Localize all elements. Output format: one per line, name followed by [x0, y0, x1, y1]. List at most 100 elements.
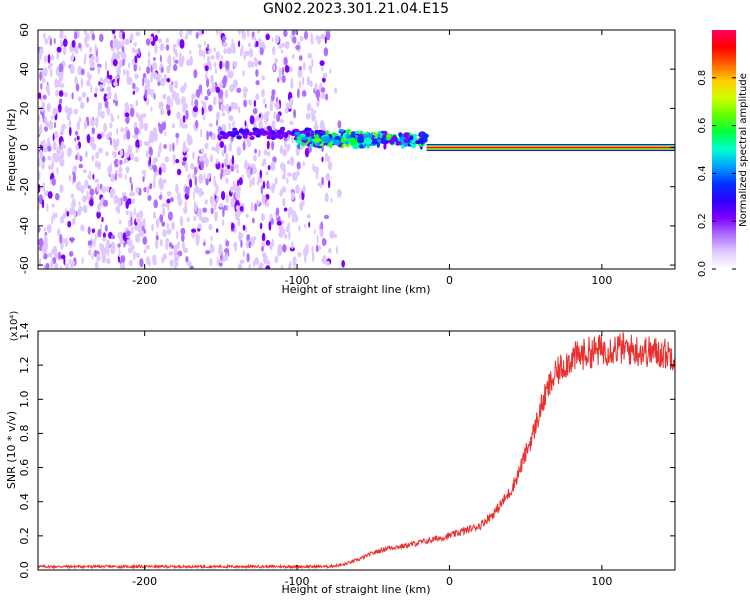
heatmap-cell	[288, 206, 293, 216]
heatmap-cell	[131, 58, 135, 66]
heatmap-cell	[181, 55, 185, 63]
heatmap-cell	[117, 40, 122, 49]
heatmap-cell	[131, 191, 136, 197]
heatmap-cell	[150, 106, 153, 112]
heatmap-cell	[244, 50, 250, 57]
heatmap-cell	[236, 146, 242, 156]
heatmap-cell	[135, 147, 139, 153]
heatmap-cell	[58, 98, 63, 104]
heatmap-cell	[162, 253, 167, 260]
heatmap-cell	[327, 160, 333, 171]
heatmap-cell	[306, 103, 312, 112]
heatmap-cell	[258, 113, 262, 118]
heatmap-cell	[322, 77, 326, 83]
heatmap-cell	[278, 135, 284, 140]
heatmap-cell	[67, 147, 71, 158]
heatmap-cell	[42, 111, 45, 120]
heatmap-cell	[296, 144, 301, 149]
heatmap-cell	[161, 121, 167, 131]
heatmap-cell	[110, 246, 116, 255]
heatmap-cell	[58, 90, 64, 97]
heatmap-cell	[133, 64, 138, 69]
heatmap-cell	[175, 230, 179, 240]
heatmap-cell	[312, 163, 315, 171]
heatmap-cell	[122, 232, 127, 242]
heatmap-cell	[247, 42, 252, 48]
heatmap-cell	[201, 106, 204, 116]
heatmap-cell	[134, 127, 140, 136]
heatmap-cell	[213, 201, 217, 211]
heatmap-cell	[86, 96, 89, 103]
heatmap-cell	[225, 194, 229, 204]
heatmap-cell	[153, 199, 158, 209]
heatmap-cell	[324, 192, 329, 203]
heatmap-cell	[159, 43, 165, 52]
heatmap-cell	[117, 114, 120, 120]
heatmap-cell	[106, 246, 110, 254]
heatmap-cell	[240, 239, 243, 249]
heatmap-cell	[175, 183, 179, 194]
heatmap-cell	[113, 194, 119, 205]
heatmap-cell	[41, 199, 45, 209]
heatmap-cell	[290, 82, 294, 89]
heatmap-cell	[216, 119, 219, 127]
heatmap-cell	[238, 30, 241, 36]
heatmap-cell	[157, 152, 161, 158]
heatmap-cell	[304, 223, 307, 229]
heatmap-cell	[159, 101, 164, 108]
heatmap-cell	[355, 135, 359, 139]
snr-xlabel: Height of straight line (km)	[281, 583, 430, 596]
heatmap-cell	[313, 134, 320, 138]
heatmap-cell	[122, 58, 125, 66]
heatmap-cell	[43, 147, 48, 153]
heatmap-cell	[228, 143, 232, 152]
heatmap-cell	[226, 253, 229, 261]
heatmap-cell	[325, 30, 331, 41]
heatmap-cell	[234, 131, 240, 136]
heatmap-cell	[168, 143, 172, 153]
heatmap-cell	[232, 120, 235, 128]
heatmap-cell	[91, 54, 95, 61]
heatmap-cell	[119, 159, 123, 165]
heatmap-cell	[130, 182, 133, 192]
heatmap-cell	[95, 86, 98, 94]
heatmap-cell	[135, 186, 140, 194]
heatmap-cell	[75, 182, 80, 190]
heatmap-cell	[254, 257, 260, 265]
heatmap-cell	[74, 137, 77, 142]
heatmap-cell	[317, 182, 323, 187]
heatmap-cell	[203, 242, 206, 246]
x-tick-label: 100	[591, 274, 612, 287]
heatmap-cell	[74, 46, 79, 55]
heatmap-cell	[219, 30, 222, 35]
heatmap-cell	[60, 219, 64, 224]
heatmap-cell	[47, 155, 52, 161]
heatmap-cell	[242, 250, 246, 258]
heatmap-cell	[289, 120, 294, 126]
heatmap-cell	[49, 38, 53, 46]
heatmap-cell	[283, 30, 288, 37]
heatmap-cell	[43, 32, 46, 40]
heatmap-cell	[38, 245, 43, 251]
heatmap-cell	[244, 120, 247, 127]
heatmap-cell	[85, 116, 89, 122]
heatmap-cell	[246, 234, 251, 241]
heatmap-cell	[274, 35, 280, 44]
heatmap-cell	[397, 141, 402, 146]
heatmap-cell	[313, 124, 319, 130]
heatmap-cell	[165, 242, 169, 251]
heatmap-cell	[191, 228, 197, 233]
heatmap-cell	[280, 48, 283, 54]
heatmap-frame	[37, 29, 676, 270]
heatmap-cell	[186, 260, 192, 267]
heatmap-cell	[256, 199, 260, 206]
heatmap-cell	[259, 222, 263, 230]
heatmap-cell	[63, 144, 66, 149]
heatmap-cell	[232, 79, 238, 88]
heatmap-cell	[46, 102, 51, 112]
heatmap-cell	[237, 106, 241, 114]
heatmap-cell	[38, 183, 41, 193]
heatmap-cell	[266, 180, 270, 190]
heatmap-cell	[91, 143, 97, 151]
heatmap-cell	[255, 93, 260, 101]
